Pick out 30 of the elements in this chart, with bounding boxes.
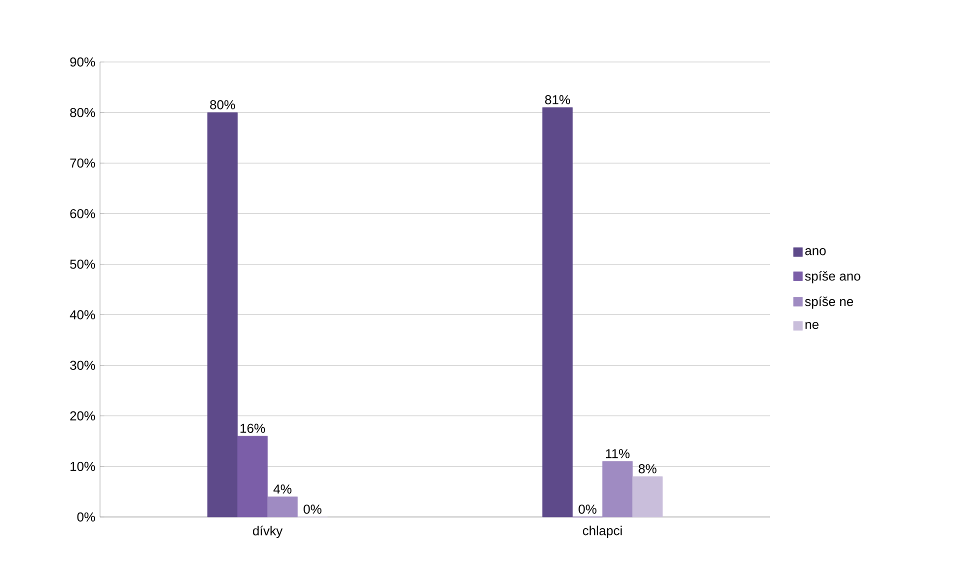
y-tick-label: 20% bbox=[70, 411, 96, 420]
data-label: 16% bbox=[240, 424, 266, 433]
data-label: 8% bbox=[638, 464, 656, 474]
y-tick-label: 40% bbox=[70, 310, 96, 320]
x-tick-label: chlapci bbox=[582, 526, 622, 538]
bar bbox=[267, 496, 298, 518]
legend-label: spíše ano bbox=[805, 271, 860, 284]
bar bbox=[542, 107, 573, 518]
y-tick-label: 60% bbox=[70, 209, 96, 218]
y-tick-label: 90% bbox=[70, 57, 96, 67]
legend-label: ano bbox=[805, 248, 826, 256]
bar bbox=[602, 461, 633, 518]
y-tick-label: 30% bbox=[70, 360, 96, 370]
bar bbox=[632, 476, 663, 518]
data-label: 80% bbox=[210, 100, 236, 110]
data-label: 4% bbox=[273, 484, 292, 494]
y-tick-label: 10% bbox=[70, 462, 96, 472]
y-tick-label: 50% bbox=[70, 260, 96, 269]
data-label: 0% bbox=[304, 504, 322, 514]
x-tick-label: dívky bbox=[252, 526, 283, 538]
y-tick-label: 80% bbox=[70, 108, 96, 118]
y-tick-label: 0% bbox=[77, 512, 96, 522]
bar bbox=[237, 436, 268, 518]
data-label: 11% bbox=[606, 449, 630, 458]
bar bbox=[207, 112, 238, 518]
legend-label: spíše ne bbox=[805, 296, 854, 309]
data-label: 81% bbox=[545, 95, 570, 104]
y-tick-label: 70% bbox=[70, 158, 96, 168]
legend-label: ne bbox=[806, 322, 819, 330]
data-label: 0% bbox=[578, 504, 596, 514]
